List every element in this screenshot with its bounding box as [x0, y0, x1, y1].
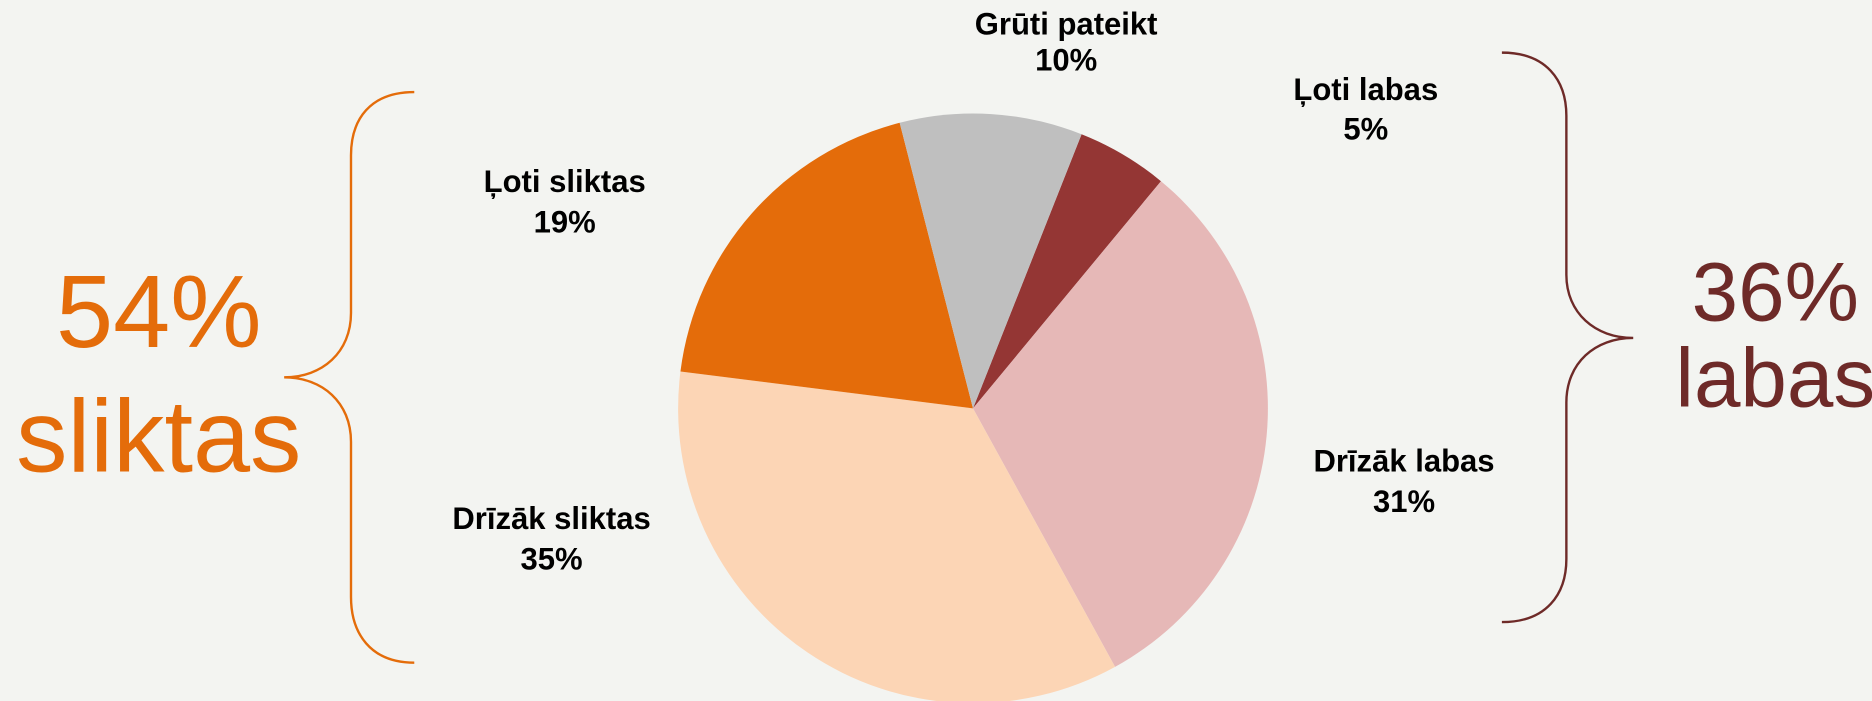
right-brace: [1501, 51, 1634, 624]
pie-slice: [899, 113, 1082, 409]
pie: [678, 113, 1268, 701]
slice-label: Drīzāk sliktas: [452, 501, 650, 536]
slice-label: Ļoti labas: [1293, 72, 1438, 107]
slice-label: Drīzāk labas: [1313, 444, 1494, 479]
pie-slice: [973, 134, 1161, 409]
pie-slice: [680, 122, 974, 409]
left-brace: [284, 90, 415, 664]
annotation: labas: [1675, 331, 1872, 425]
slice-value-label: 19%: [534, 205, 596, 240]
slice-label: Ļoti sliktas: [484, 164, 646, 199]
annotation: 36%: [1692, 245, 1859, 339]
slice-value-label: 35%: [521, 541, 583, 576]
slice-value-label: 5%: [1343, 112, 1388, 147]
slice-value-label: 10%: [1035, 42, 1097, 77]
pie-slice: [973, 181, 1268, 667]
annotation: 54%: [56, 254, 261, 369]
slice-value-label: 31%: [1373, 484, 1435, 519]
pie-slice: [678, 371, 1116, 701]
annotation: sliktas: [16, 378, 301, 493]
slice-label: Grūti pateikt: [975, 7, 1158, 42]
